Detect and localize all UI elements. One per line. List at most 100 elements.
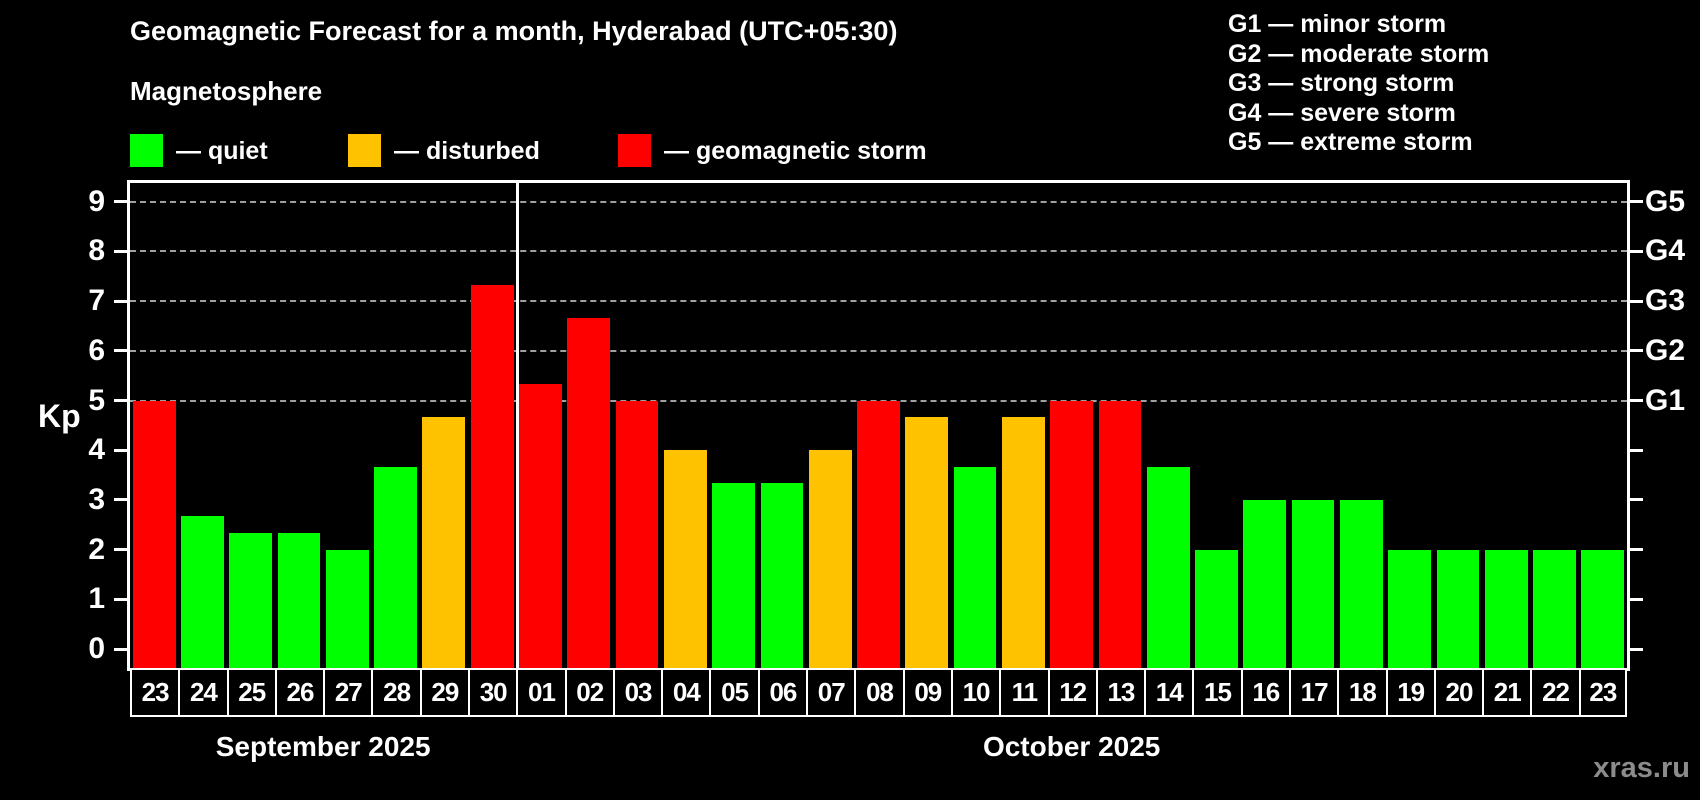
right-tick [1627,597,1643,601]
day-label-cell: 12 [1047,668,1096,717]
day-label-cell: 06 [757,668,807,717]
bar-october-17 [1291,499,1335,668]
y-tick [114,597,130,601]
bar-october-13 [1098,400,1142,668]
y-tick [114,399,130,402]
y-tick-label: 1 [88,582,105,616]
right-tick [1627,349,1643,353]
right-tick [1627,548,1643,552]
gridline-kp8 [130,250,1627,253]
right-tick [1627,647,1643,651]
legend-item-label: — quiet [176,137,268,165]
y-tick [114,349,130,353]
bar-september-27 [325,549,369,668]
bar-october-02 [567,317,611,668]
bar-september-24 [181,516,224,668]
bar-october-03 [615,400,659,668]
day-label-cell: 01 [516,668,565,717]
y-tick [114,548,130,552]
g-scale-legend: G1 — minor storm G2 — moderate storm G3 — … [1228,10,1489,158]
bar-october-05 [712,483,755,668]
legend-item-label: — geomagnetic storm [664,137,927,165]
day-label-cell: 08 [854,668,903,717]
y-tick-label: 5 [88,383,105,417]
y-tick-label: 0 [88,632,105,665]
gridline-kp6 [130,349,1627,352]
bar-october-16 [1243,499,1287,668]
day-label-cell: 22 [1530,668,1579,717]
bar-september-30 [470,284,514,668]
day-label-cell: 16 [1240,668,1289,717]
y-tick [114,498,130,502]
day-label-cell: 28 [371,668,420,717]
gridline-kp9 [130,200,1627,203]
day-label-cell: 02 [564,668,613,717]
gridline-kp7 [130,300,1627,303]
bar-october-10 [953,466,997,668]
legend-item-label: — disturbed [394,137,540,165]
bar-october-11 [1001,416,1045,668]
magnetosphere-label: Magnetosphere [130,76,323,106]
right-tick [1627,448,1643,452]
g-scale-line: G1 — minor storm [1228,10,1447,38]
bar-october-20 [1436,549,1480,668]
kp-axis-title: Kp [38,398,81,434]
bar-october-09 [905,416,949,668]
g-level-label-g1: G1 [1645,383,1686,417]
day-label-cell: 11 [999,668,1048,717]
day-label-cell: 23 [1578,668,1627,717]
bar-october-19 [1388,549,1432,668]
right-tick [1627,200,1643,204]
bar-october-21 [1484,549,1528,668]
bar-october-12 [1050,400,1094,668]
y-tick-label: 7 [88,284,105,318]
right-tick [1627,299,1643,303]
bar-october-15 [1195,549,1238,668]
day-label-cell: 10 [950,668,1000,717]
bar-october-01 [519,384,562,668]
y-tick-label: 4 [88,433,105,467]
month-separator-line [516,183,520,668]
day-label-cell: 09 [902,668,951,717]
y-tick [114,448,130,452]
y-tick-label: 3 [88,482,105,516]
month-label: September 2025 [215,731,431,762]
bar-october-07 [808,450,852,668]
day-label-cell: 25 [226,668,275,717]
g-level-label-g2: G2 [1645,333,1686,367]
y-tick [114,200,130,204]
y-tick [114,647,130,651]
g-scale-line: G5 — extreme storm [1228,128,1473,156]
y-tick-label: 6 [88,333,105,367]
y-tick [114,299,130,303]
y-tick-label: 2 [88,532,105,566]
y-tick-label: 8 [88,234,105,268]
bar-october-23 [1581,549,1625,668]
bar-september-23 [132,400,176,668]
bar-october-08 [857,400,900,668]
y-tick-label: 9 [88,184,105,218]
bar-september-29 [422,416,466,668]
day-label-cell: 20 [1433,668,1483,717]
bar-october-06 [760,483,804,668]
bar-october-22 [1533,549,1576,668]
day-label-cell: 24 [178,668,227,717]
day-label-cell: 04 [661,668,710,717]
day-label-cell: 23 [130,668,179,717]
day-label-cell: 21 [1482,668,1531,717]
g-scale-line: G3 — strong storm [1228,69,1455,97]
month-label: October 2025 [982,731,1161,762]
bar-september-28 [374,466,417,668]
bar-october-14 [1146,466,1190,668]
plot-area [127,180,1630,671]
g-level-label-g3: G3 [1645,284,1686,318]
chart-title: Geomagnetic Forecast for a month, Hydera… [130,16,898,46]
day-label-cell: 30 [468,668,517,717]
bar-september-26 [277,533,321,668]
day-label-cell: 14 [1144,668,1193,717]
day-label-cell: 27 [323,668,372,717]
right-tick [1627,498,1643,502]
storm-swatch [618,134,651,167]
day-label-cell: 03 [612,668,662,717]
